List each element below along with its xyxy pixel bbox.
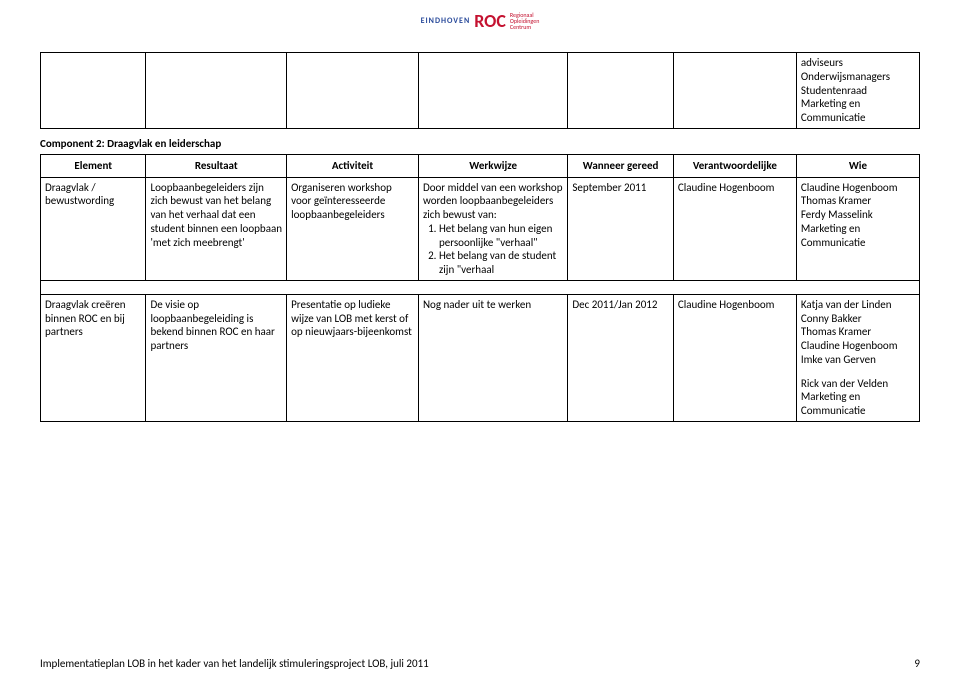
roc-logo: ROC Regionaal Opleidingen Centrum <box>474 10 539 32</box>
cell-resultaat: Loopbaanbegeleiders zijn zich bewust van… <box>146 177 287 280</box>
section-title: Component 2: Draagvlak en leiderschap <box>40 137 920 150</box>
stub-cell <box>41 53 146 129</box>
th-werkwijze: Werkwijze <box>418 154 567 177</box>
top-continuation-table: adviseurs Onderwijsmanagers Studentenraa… <box>40 52 920 129</box>
logo-arc-text: EINDHOVEN <box>421 16 471 26</box>
cell-element: Draagvlak / bewustwording <box>41 177 146 280</box>
roc-subtext: Regionaal Opleidingen Centrum <box>510 12 539 30</box>
top-stub-row: adviseurs Onderwijsmanagers Studentenraa… <box>41 53 920 129</box>
cell-activiteit: Presentatie op ludieke wijze van LOB met… <box>287 294 419 421</box>
cell-element: Draagvlak creëren binnen ROC en bij part… <box>41 294 146 421</box>
stub-cell <box>287 53 419 129</box>
th-element: Element <box>41 154 146 177</box>
stub-cell <box>146 53 287 129</box>
th-wie: Wie <box>796 154 919 177</box>
werkwijze-item-1: Het belang van hun eigen persoonlijke "v… <box>439 222 563 250</box>
cell-verantwoordelijke: Claudine Hogenboom <box>673 294 796 421</box>
th-verantwoordelijke: Verantwoordelijke <box>673 154 796 177</box>
cell-wie: Katja van der Linden Conny Bakker Thomas… <box>796 294 919 421</box>
page-number: 9 <box>914 657 920 670</box>
cell-verantwoordelijke: Claudine Hogenboom <box>673 177 796 280</box>
page-logo-header: EINDHOVEN ROC Regionaal Opleidingen Cent… <box>40 10 920 46</box>
main-table: Element Resultaat Activiteit Werkwijze W… <box>40 154 920 422</box>
cell-wanneer: Dec 2011/Jan 2012 <box>568 294 673 421</box>
th-activiteit: Activiteit <box>287 154 419 177</box>
cell-wie: Claudine Hogenboom Thomas Kramer Ferdy M… <box>796 177 919 280</box>
cell-werkwijze: Nog nader uit te werken <box>418 294 567 421</box>
roc-text: ROC <box>474 10 506 32</box>
cell-werkwijze: Door middel van een workshop worden loop… <box>418 177 567 280</box>
spacer-row <box>41 280 920 294</box>
stub-cell <box>673 53 796 129</box>
page-footer: Implementatieplan LOB in het kader van h… <box>40 657 920 670</box>
table-row: Draagvlak / bewustwording Loopbaanbegele… <box>41 177 920 280</box>
th-wanneer: Wanneer gereed <box>568 154 673 177</box>
stub-cell <box>418 53 567 129</box>
table-head-row: Element Resultaat Activiteit Werkwijze W… <box>41 154 920 177</box>
footer-text: Implementatieplan LOB in het kader van h… <box>40 657 429 670</box>
stub-cell <box>568 53 673 129</box>
stub-cell-wie: adviseurs Onderwijsmanagers Studentenraa… <box>796 53 919 129</box>
cell-activiteit: Organiseren workshop voor geïnteresseerd… <box>287 177 419 280</box>
cell-wanneer: September 2011 <box>568 177 673 280</box>
cell-resultaat: De visie op loopbaanbegeleiding is beken… <box>146 294 287 421</box>
table-row: Draagvlak creëren binnen ROC en bij part… <box>41 294 920 421</box>
th-resultaat: Resultaat <box>146 154 287 177</box>
werkwijze-item-2: Het belang van de student zijn "verhaal <box>439 249 563 277</box>
